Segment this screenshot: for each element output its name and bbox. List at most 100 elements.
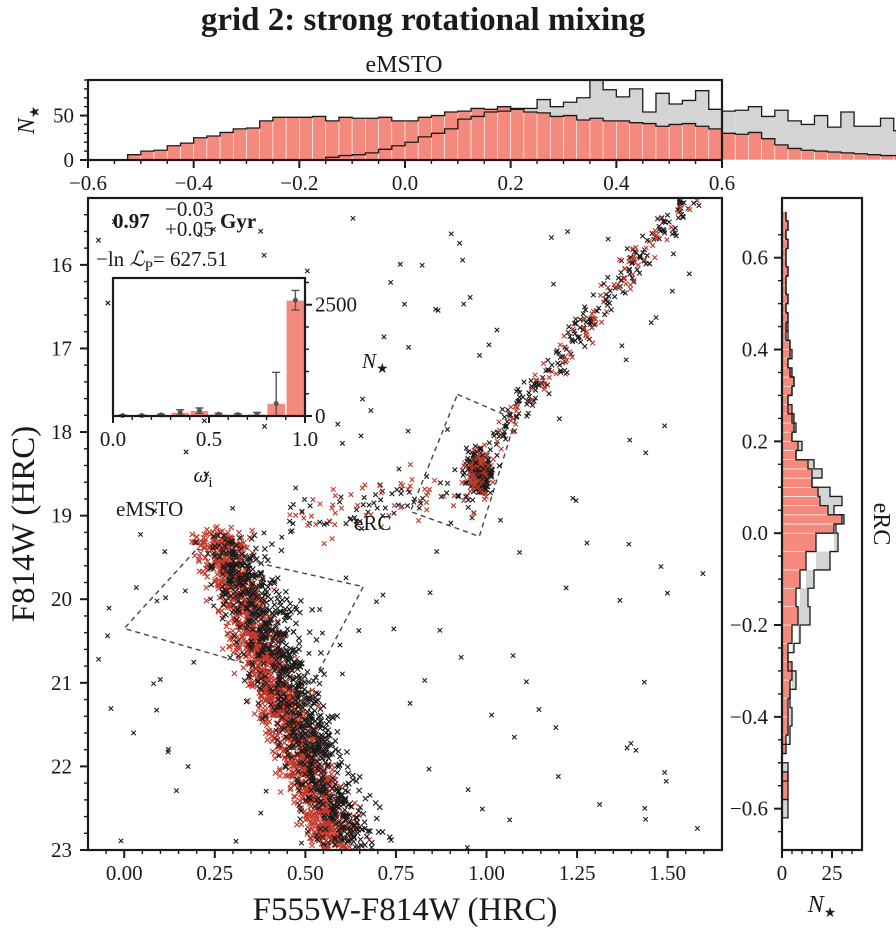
- observed-point: [321, 789, 328, 796]
- model-point: [407, 483, 413, 489]
- model-point: [252, 658, 259, 665]
- observed-point: [298, 747, 305, 754]
- observed-point: [288, 732, 295, 739]
- observed-point: [233, 616, 240, 623]
- model-point: [219, 645, 226, 652]
- right-x-tick-label: 25: [822, 861, 843, 885]
- observed-point: [675, 215, 682, 221]
- observed-point: [339, 824, 346, 831]
- observed-point: [338, 494, 344, 500]
- model-bar: [365, 117, 379, 161]
- observed-point: [308, 766, 315, 773]
- model-point: [386, 512, 392, 519]
- observed-point: [380, 592, 386, 598]
- observed-point: [262, 619, 269, 626]
- model-bar: [246, 127, 261, 161]
- observed-point: [360, 810, 367, 817]
- observed-point: [472, 443, 479, 449]
- observed-point: [573, 320, 579, 327]
- observed-point: [309, 606, 316, 613]
- observed-point: [358, 433, 364, 439]
- observed-point: [335, 748, 342, 755]
- observed-point: [309, 716, 316, 723]
- observed-point: [330, 816, 337, 823]
- observed-point: [626, 541, 632, 547]
- observed-point: [232, 608, 239, 615]
- model-point: [598, 282, 604, 289]
- observed-point: [486, 342, 492, 348]
- observed-point: [240, 651, 247, 658]
- observed-point: [246, 670, 253, 677]
- observed-point: [288, 608, 295, 615]
- observed-point: [359, 396, 366, 402]
- observed-point: [214, 532, 221, 539]
- observed-point: [501, 428, 508, 435]
- observed-point: [279, 534, 285, 540]
- observed-point: [224, 561, 231, 568]
- observed-point: [306, 650, 312, 656]
- observed-point: [105, 300, 111, 306]
- observed-point: [265, 593, 272, 600]
- right-y-tick-label: 0.4: [742, 338, 769, 362]
- model-point: [308, 513, 315, 519]
- x-tick-label: 0.00: [106, 861, 143, 885]
- observed-point: [151, 508, 158, 514]
- top-x-tick-label: 0.2: [498, 171, 524, 195]
- observed-point: [480, 465, 487, 472]
- observed-point: [322, 759, 329, 766]
- observed-point: [256, 583, 263, 590]
- model-bar: [431, 115, 445, 161]
- observed-point: [404, 503, 411, 509]
- model-bar: [404, 120, 419, 161]
- observed-point: [305, 728, 312, 735]
- erc-region-label: eRC: [354, 511, 391, 535]
- observed-point: [349, 776, 356, 783]
- observed-point: [295, 738, 302, 745]
- observed-point: [320, 768, 327, 775]
- model-point: [322, 768, 328, 775]
- observed-point: [571, 320, 578, 327]
- model-point: [238, 534, 245, 541]
- observed-point: [325, 839, 332, 846]
- observed-point: [292, 620, 299, 627]
- model-point: [277, 789, 284, 796]
- observed-point: [284, 701, 291, 708]
- model-bar: [781, 532, 817, 552]
- observed-point: [580, 311, 586, 317]
- observed-point: [209, 562, 216, 569]
- model-point: [313, 521, 319, 527]
- observed-point: [346, 818, 353, 825]
- observed-point: [284, 611, 291, 618]
- observed-point: [310, 700, 317, 706]
- observed-point: [275, 696, 282, 703]
- observed-point: [473, 460, 480, 466]
- observed-point: [250, 641, 256, 648]
- observed-point: [165, 746, 171, 752]
- model-point: [687, 207, 693, 213]
- observed-point: [353, 814, 360, 821]
- observed-point: [694, 825, 701, 832]
- model-bar: [781, 679, 791, 699]
- observed-point: [584, 540, 590, 546]
- observed-point: [284, 672, 291, 679]
- observed-point: [510, 653, 516, 659]
- inset-y-tick-label: 2500: [315, 293, 357, 317]
- model-point: [631, 277, 637, 284]
- observed-point: [336, 761, 343, 768]
- observed-point: [273, 704, 280, 711]
- observed-point: [279, 596, 286, 603]
- model-point: [309, 826, 316, 833]
- model-point: [224, 587, 231, 594]
- observed-point: [295, 683, 302, 690]
- observed-point: [549, 362, 555, 368]
- observed-point: [327, 751, 334, 758]
- figure-title: grid 2: strong rotational mixing: [200, 2, 646, 38]
- observed-point: [317, 649, 324, 656]
- erc-histogram: −0.6 −0.4 −0.2 0.0 0.2 0.4 0.6 0 25 eRC N★: [730, 196, 894, 921]
- observed-point: [352, 843, 359, 850]
- observed-point: [173, 788, 180, 794]
- observed-point: [603, 297, 609, 303]
- observed-point: [297, 722, 304, 729]
- observed-point: [677, 200, 684, 206]
- observed-point: [282, 764, 289, 771]
